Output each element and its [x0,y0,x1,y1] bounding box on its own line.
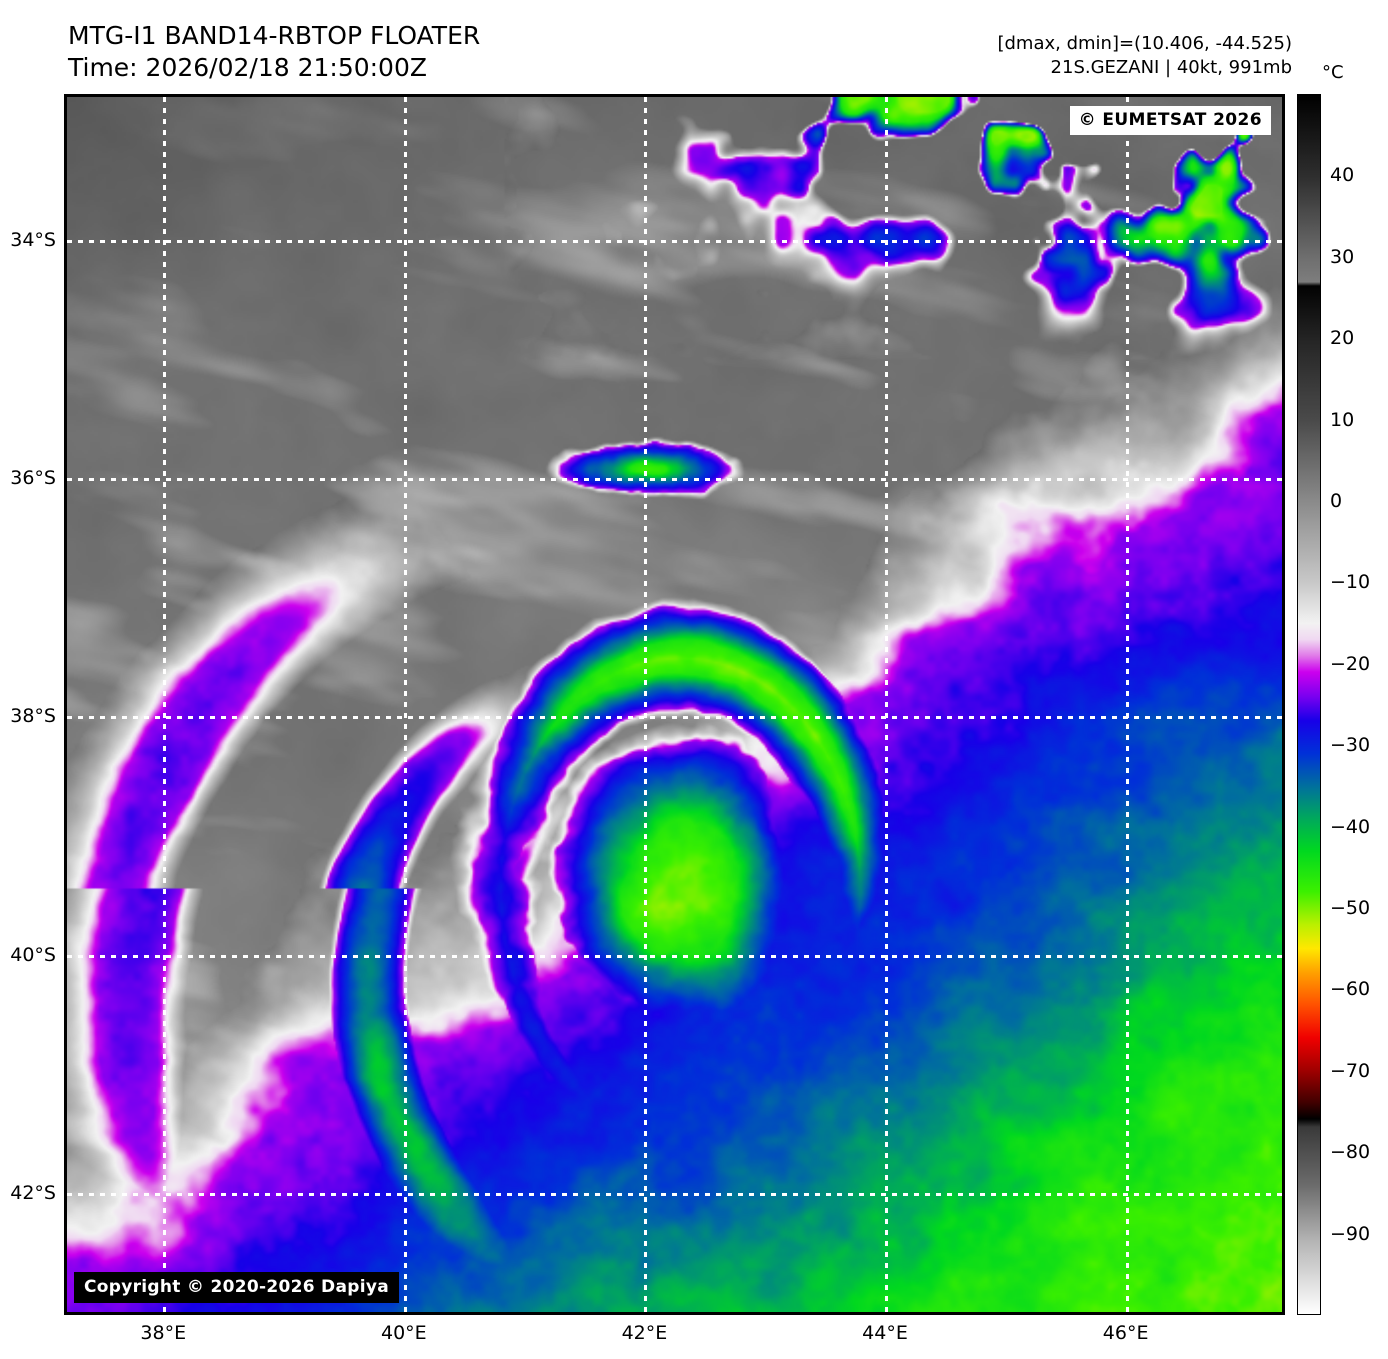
header-title-block: MTG-I1 BAND14-RBTOP FLOATER Time: 2026/0… [68,20,480,84]
lat-tick-label: 38°S [10,705,56,728]
colorbar-tick: −40 [1330,815,1371,838]
lon-tick-label: 40°E [380,1322,427,1344]
lon-tick-label: 42°E [621,1322,668,1344]
colorbar-tick: −30 [1330,734,1371,757]
colorbar-tick: 40 [1330,164,1355,187]
header-meta-block: [dmax, dmin]=(10.406, -44.525) 21S.GEZAN… [997,32,1292,80]
colorbar-tick: −80 [1330,1141,1371,1164]
timestamp-label: Time: 2026/02/18 21:50:00Z [68,53,427,82]
colorbar [1297,94,1321,1315]
colorbar-tick: −10 [1330,571,1371,594]
lon-tick-label: 44°E [862,1322,908,1344]
colorbar-unit-label: °C [1322,62,1344,83]
colorbar-tick: −50 [1330,897,1371,919]
colorbar-tick: 10 [1330,408,1355,431]
colorbar-tick: 30 [1330,245,1355,268]
page-title: MTG-I1 BAND14-RBTOP FLOATER [68,21,481,50]
data-range-label: [dmax, dmin]=(10.406, -44.525) [997,33,1292,54]
lon-tick-label: 38°E [140,1322,187,1344]
colorbar-tick: −70 [1330,1059,1371,1082]
lat-tick-label: 42°S [10,1181,56,1204]
eumetsat-watermark: © EUMETSAT 2026 [1069,106,1271,135]
lat-tick-label: 36°S [10,467,56,490]
lon-tick-label: 46°E [1102,1322,1149,1344]
lat-tick-label: 34°S [10,228,56,251]
colorbar-tick: −60 [1330,978,1371,1001]
colorbar-tick: 0 [1330,490,1343,512]
colorbar-gradient [1298,95,1320,1314]
satellite-imagery-canvas [67,97,1282,1312]
satellite-image-plot: © EUMETSAT 2026 Copyright © 2020-2026 Da… [64,94,1285,1315]
copyright-watermark: Copyright © 2020-2026 Dapiya [74,1272,399,1303]
colorbar-tick: 20 [1330,327,1355,350]
lat-tick-label: 40°S [10,943,56,966]
colorbar-tick: −90 [1330,1222,1371,1245]
colorbar-tick: −20 [1330,652,1371,675]
storm-info-label: 21S.GEZANI | 40kt, 991mb [1050,57,1292,78]
